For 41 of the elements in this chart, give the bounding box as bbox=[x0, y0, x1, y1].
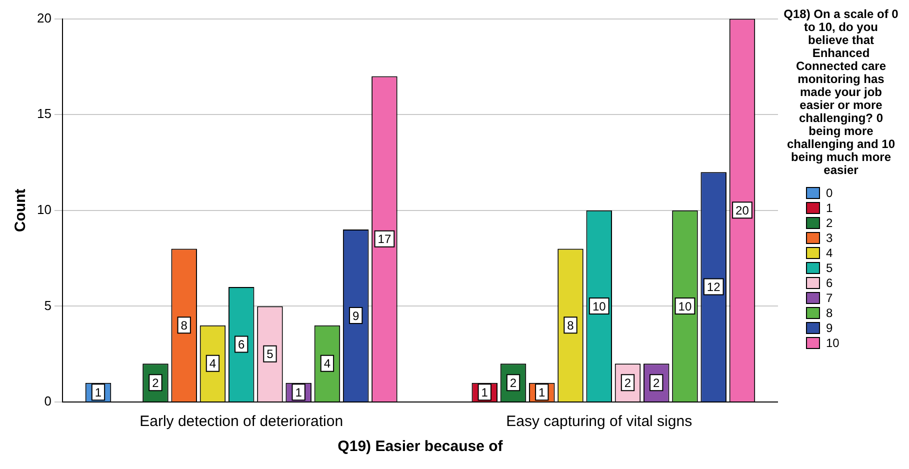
x-tick-label: Easy capturing of vital signs bbox=[506, 413, 692, 430]
data-label: 20 bbox=[736, 203, 750, 218]
y-tick-label: 0 bbox=[44, 394, 52, 409]
data-label: 6 bbox=[238, 338, 245, 352]
y-tick-label: 20 bbox=[36, 10, 52, 26]
data-label: 10 bbox=[678, 299, 692, 314]
legend-label: 1 bbox=[826, 200, 833, 214]
data-label: 2 bbox=[624, 376, 632, 390]
data-label: 1 bbox=[295, 385, 302, 400]
y-tick-label: 15 bbox=[36, 106, 52, 122]
x-tick-label: Early detection of deterioration bbox=[140, 413, 344, 430]
x-axis-title: Q19) Easier because of bbox=[338, 438, 504, 456]
data-label: 4 bbox=[209, 356, 216, 371]
legend-label: 6 bbox=[826, 276, 833, 290]
legend-label: 2 bbox=[826, 216, 833, 230]
data-label: 1 bbox=[538, 385, 546, 400]
legend-label: 4 bbox=[826, 246, 833, 260]
data-label: 2 bbox=[653, 376, 660, 390]
data-label: 10 bbox=[592, 299, 606, 314]
data-label: 8 bbox=[567, 318, 574, 332]
y-axis-title: Count bbox=[12, 188, 30, 232]
data-label: 1 bbox=[94, 385, 102, 400]
data-label: 2 bbox=[510, 376, 517, 390]
legend-label: 5 bbox=[826, 260, 833, 274]
data-label: 9 bbox=[352, 308, 360, 323]
data-label: 1 bbox=[481, 385, 488, 400]
legend-label: 8 bbox=[826, 306, 833, 320]
data-label: 12 bbox=[706, 280, 721, 294]
data-label: 17 bbox=[378, 232, 392, 246]
data-label: 2 bbox=[152, 376, 160, 390]
y-tick-label: 10 bbox=[36, 202, 52, 217]
legend-label: 7 bbox=[826, 290, 833, 304]
legend-label: 0 bbox=[826, 186, 833, 200]
legend-label: 9 bbox=[826, 320, 833, 334]
legend-label: 3 bbox=[826, 230, 833, 244]
legend-label: 10 bbox=[826, 336, 840, 350]
data-label: 5 bbox=[266, 347, 274, 362]
data-label: 4 bbox=[324, 356, 331, 371]
data-label: 8 bbox=[180, 318, 188, 332]
y-tick-label: 5 bbox=[44, 298, 52, 313]
text: Q18) On a scale of 0 to 10, do you believe that Enhanced Connected care monitoring has made your job easier or more challenging? 0 being more challenging and 10 being much more easier bbox=[784, 7, 898, 177]
